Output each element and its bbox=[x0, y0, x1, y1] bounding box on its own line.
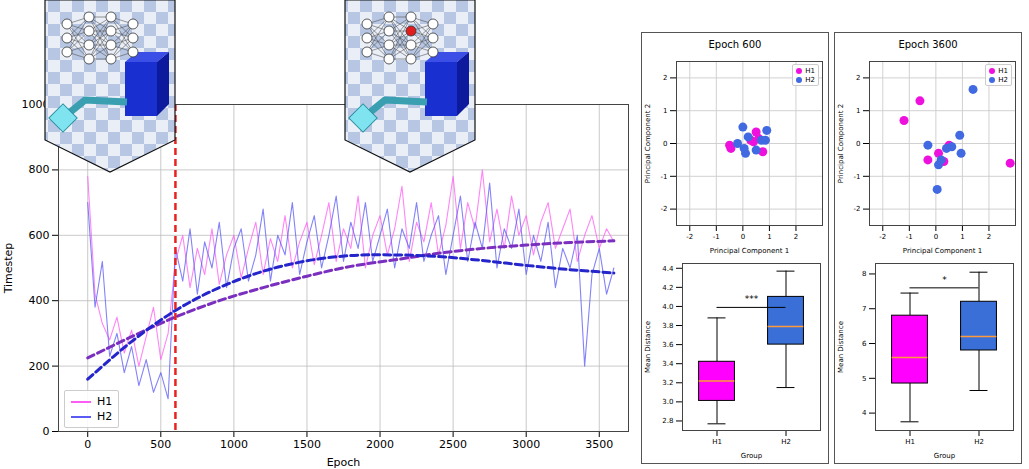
svg-text:1: 1 bbox=[856, 107, 860, 115]
svg-text:3.4: 3.4 bbox=[662, 360, 674, 368]
svg-text:5: 5 bbox=[862, 375, 866, 383]
svg-text:H2: H2 bbox=[781, 438, 791, 446]
svg-text:0: 0 bbox=[84, 438, 91, 451]
svg-text:1500: 1500 bbox=[293, 438, 321, 451]
svg-text:2500: 2500 bbox=[439, 438, 467, 451]
svg-text:3.2: 3.2 bbox=[662, 379, 673, 387]
svg-text:3.8: 3.8 bbox=[662, 322, 673, 330]
svg-text:Mean Distance: Mean Distance bbox=[837, 321, 845, 373]
svg-text:Group: Group bbox=[934, 452, 956, 460]
svg-text:200: 200 bbox=[29, 360, 50, 373]
svg-text:6: 6 bbox=[862, 340, 867, 348]
html-text:H2: H2 bbox=[97, 410, 113, 423]
html-text:H1: H1 bbox=[805, 66, 815, 75]
svg-text:4: 4 bbox=[862, 409, 867, 417]
svg-text:2: 2 bbox=[663, 74, 667, 82]
svg-text:4.0: 4.0 bbox=[662, 303, 673, 311]
svg-text:H1: H1 bbox=[712, 438, 722, 446]
svg-text:H1: H1 bbox=[905, 438, 915, 446]
svg-text:-1: -1 bbox=[906, 233, 913, 241]
svg-text:2: 2 bbox=[987, 233, 991, 241]
svg-text:2000: 2000 bbox=[366, 438, 394, 451]
svg-text:***: *** bbox=[745, 294, 759, 304]
svg-text:-2: -2 bbox=[854, 205, 861, 213]
svg-text:0: 0 bbox=[856, 140, 860, 148]
svg-text:3.0: 3.0 bbox=[662, 398, 673, 406]
svg-text:1000: 1000 bbox=[22, 98, 50, 111]
svg-text:0: 0 bbox=[663, 140, 667, 148]
svg-text:7: 7 bbox=[862, 305, 866, 313]
svg-text:-1: -1 bbox=[854, 173, 861, 181]
svg-text:0: 0 bbox=[934, 233, 938, 241]
svg-text:*: * bbox=[942, 275, 947, 285]
svg-text:Principal Component 1: Principal Component 1 bbox=[710, 247, 789, 255]
svg-text:-2: -2 bbox=[661, 205, 668, 213]
svg-text:500: 500 bbox=[150, 438, 171, 451]
svg-text:Timestep: Timestep bbox=[2, 243, 15, 295]
svg-text:3.6: 3.6 bbox=[662, 341, 674, 349]
svg-text:0: 0 bbox=[43, 425, 50, 438]
svg-text:Epoch: Epoch bbox=[327, 456, 361, 469]
svg-text:8: 8 bbox=[862, 270, 866, 278]
svg-text:1: 1 bbox=[767, 233, 771, 241]
svg-text:0: 0 bbox=[741, 233, 745, 241]
svg-text:3500: 3500 bbox=[585, 438, 613, 451]
svg-text:-2: -2 bbox=[879, 233, 886, 241]
svg-text:2.8: 2.8 bbox=[662, 417, 673, 425]
svg-text:2: 2 bbox=[856, 74, 860, 82]
html-text:H1: H1 bbox=[97, 395, 113, 408]
svg-text:H2: H2 bbox=[974, 438, 984, 446]
html-text:H1: H1 bbox=[998, 66, 1008, 75]
svg-text:400: 400 bbox=[29, 294, 50, 307]
svg-text:Principal Component 2: Principal Component 2 bbox=[644, 104, 652, 183]
svg-text:1: 1 bbox=[663, 107, 667, 115]
svg-text:2: 2 bbox=[794, 233, 798, 241]
svg-text:Principal Component 1: Principal Component 1 bbox=[903, 247, 982, 255]
svg-text:600: 600 bbox=[29, 229, 50, 242]
svg-text:800: 800 bbox=[29, 163, 50, 176]
html-text:Epoch 3600: Epoch 3600 bbox=[898, 39, 958, 50]
svg-text:Mean Distance: Mean Distance bbox=[644, 321, 652, 373]
svg-text:1: 1 bbox=[960, 233, 964, 241]
svg-text:Principal Component 2: Principal Component 2 bbox=[837, 104, 845, 183]
svg-text:-1: -1 bbox=[713, 233, 720, 241]
html-text:Epoch 600: Epoch 600 bbox=[708, 39, 762, 50]
svg-text:-1: -1 bbox=[661, 173, 668, 181]
svg-text:4.4: 4.4 bbox=[662, 265, 674, 273]
svg-text:3000: 3000 bbox=[512, 438, 540, 451]
svg-text:Group: Group bbox=[741, 452, 763, 460]
html-text:H2: H2 bbox=[805, 75, 815, 84]
svg-text:4.2: 4.2 bbox=[662, 284, 673, 292]
html-text:H2: H2 bbox=[998, 75, 1008, 84]
svg-text:1000: 1000 bbox=[220, 438, 248, 451]
svg-text:-2: -2 bbox=[686, 233, 693, 241]
